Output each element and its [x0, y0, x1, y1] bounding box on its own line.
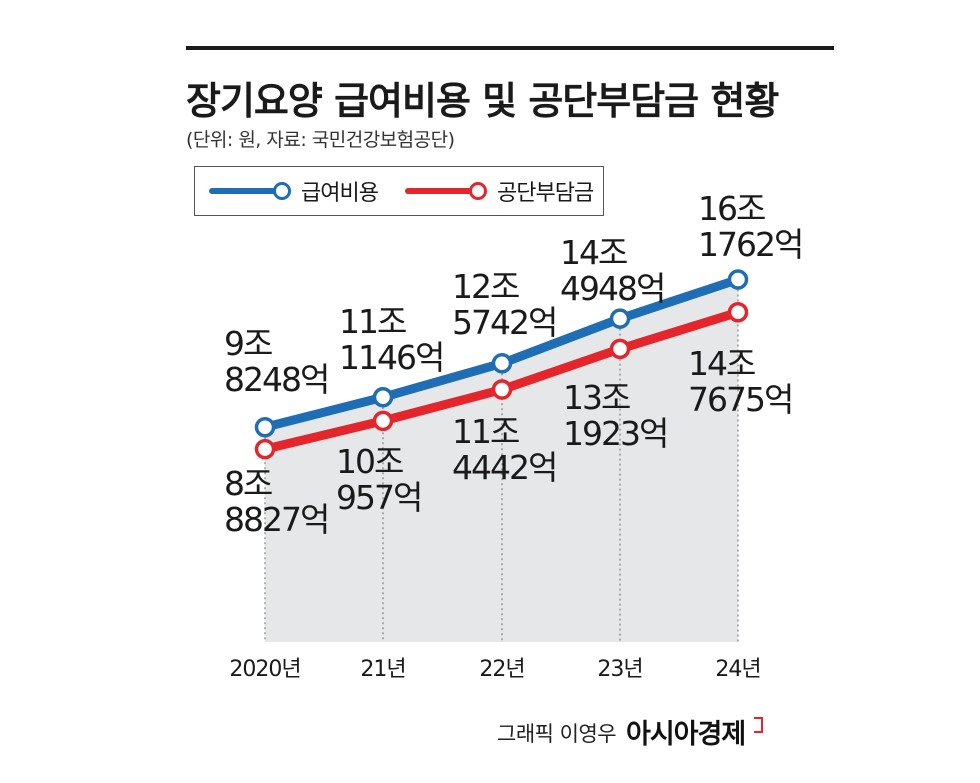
point-benefit-cost — [491, 353, 513, 374]
legend-swatch-public-burden — [405, 181, 491, 201]
publisher-logo-mark — [754, 717, 763, 733]
data-label-public-burden: 10조 957억 — [336, 442, 421, 517]
data-label-public-burden: 13조 1923억 — [563, 378, 667, 453]
data-label-benefit-cost: 16조 1762억 — [698, 189, 802, 264]
chart-subtitle: (단위: 원, 자료: 국민건강보험공단) — [186, 129, 455, 151]
point-benefit-cost — [254, 416, 276, 438]
legend-label-benefit-cost: 급여비용 — [301, 180, 379, 206]
x-tick-label: 22년 — [479, 657, 524, 682]
data-label-public-burden-line: 957억 — [336, 478, 421, 517]
point-public-burden — [609, 338, 631, 360]
data-label-public-burden-line: 4442억 — [452, 448, 556, 487]
point-benefit-cost — [727, 269, 749, 290]
data-label-benefit-cost-line: 12조 — [452, 267, 519, 306]
legend-item-public-burden: 공단부담금 — [405, 167, 594, 214]
legend-item-benefit-cost: 급여비용 — [209, 167, 379, 214]
data-label-public-burden: 14조 7675억 — [688, 344, 792, 419]
x-tick-label: 21년 — [360, 657, 405, 682]
data-label-benefit-cost: 14조 4948억 — [560, 233, 664, 308]
legend-marker-benefit-cost — [273, 181, 291, 200]
legend-swatch-benefit-cost — [209, 181, 295, 201]
point-public-burden — [372, 410, 394, 432]
data-label-benefit-cost-line: 8248억 — [224, 360, 328, 399]
data-label-public-burden-line: 13조 — [563, 378, 630, 417]
data-label-benefit-cost: 11조 1146억 — [339, 302, 443, 377]
data-label-benefit-cost-line: 11조 — [339, 302, 406, 341]
publisher-logo: 아시아경제 — [626, 719, 746, 750]
top-rule — [186, 46, 834, 50]
data-label-benefit-cost: 12조 5742억 — [452, 267, 556, 342]
x-tick-label: 24년 — [715, 657, 760, 682]
data-label-public-burden-line: 14조 — [688, 344, 755, 383]
data-label-benefit-cost-line: 1762억 — [698, 225, 802, 264]
legend-line-public-burden — [405, 187, 481, 194]
point-benefit-cost — [609, 308, 631, 329]
data-label-benefit-cost-line: 9조 — [224, 324, 272, 363]
data-label-benefit-cost-line: 16조 — [698, 189, 765, 228]
data-label-benefit-cost-line: 4948억 — [560, 269, 664, 308]
data-label-benefit-cost-line: 1146억 — [339, 338, 443, 377]
point-public-burden — [254, 438, 276, 460]
data-label-public-burden: 11조 4442억 — [452, 412, 556, 487]
data-label-public-burden-line: 1923억 — [563, 414, 667, 453]
legend: 급여비용 공단부담금 — [194, 166, 604, 216]
point-public-burden — [491, 379, 513, 400]
data-label-benefit-cost: 9조 8248억 — [224, 324, 328, 399]
legend-label-public-burden: 공단부담금 — [497, 180, 594, 206]
point-benefit-cost — [372, 386, 394, 408]
data-label-public-burden-line: 8827억 — [224, 500, 328, 539]
data-label-public-burden-line: 7675억 — [688, 380, 792, 419]
chart-title: 장기요양 급여비용 및 공단부담금 현황 — [186, 79, 779, 123]
legend-marker-public-burden — [469, 181, 487, 200]
data-label-benefit-cost-line: 14조 — [560, 233, 627, 272]
data-label-public-burden: 8조 8827억 — [224, 464, 328, 539]
x-tick-label: 2020년 — [229, 657, 300, 682]
legend-line-benefit-cost — [209, 187, 285, 194]
data-label-public-burden-line: 8조 — [224, 464, 272, 503]
x-tick-label: 23년 — [597, 657, 642, 682]
data-label-benefit-cost-line: 5742억 — [452, 303, 556, 342]
data-label-public-burden-line: 11조 — [452, 412, 519, 451]
graphic-credit: 그래픽 이영우 — [497, 722, 617, 746]
data-label-public-burden-line: 10조 — [336, 442, 403, 481]
point-public-burden — [727, 302, 749, 323]
